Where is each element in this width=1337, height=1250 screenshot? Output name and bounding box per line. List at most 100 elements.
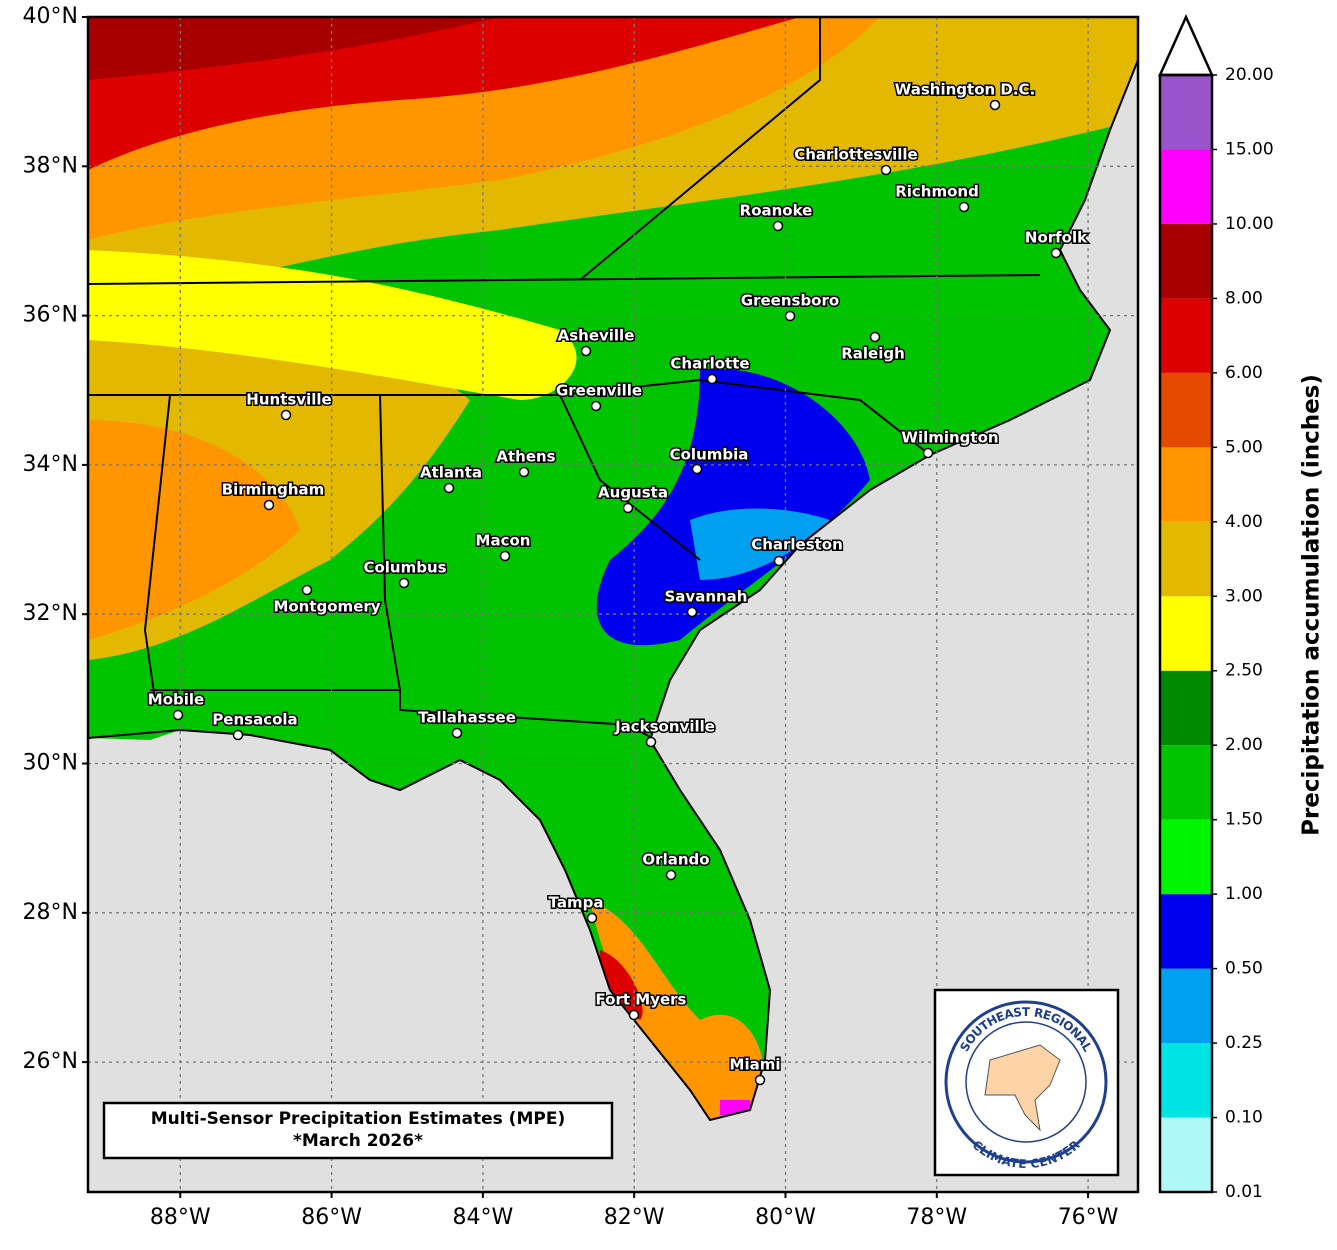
city-marker — [645, 736, 657, 748]
colorbar-tick-label: 1.50 — [1225, 810, 1263, 830]
city-label: Roanoke — [740, 202, 813, 220]
city-marker — [754, 1074, 766, 1086]
colorbar-tick-label: 2.00 — [1225, 735, 1263, 755]
city-marker — [443, 482, 455, 494]
state-borders — [88, 18, 1138, 1122]
precip-area — [88, 420, 300, 640]
colorbar-tick-label: 8.00 — [1225, 288, 1263, 308]
city-label: Tallahassee — [418, 709, 516, 727]
city-label: Washington D.C. — [895, 81, 1036, 99]
city-marker — [1050, 247, 1062, 259]
colorbar-segment — [1160, 149, 1212, 224]
city-marker — [691, 463, 703, 475]
city-label: Pensacola — [212, 711, 297, 729]
city-marker — [451, 727, 463, 739]
colorbar-segment — [1160, 968, 1212, 1044]
city-label: Athens — [496, 448, 555, 466]
y-tick-label: 38°N — [23, 153, 78, 178]
city-label: Norfolk — [1025, 229, 1088, 247]
city-marker — [784, 310, 796, 322]
y-tick-label: 26°N — [23, 1049, 78, 1074]
city-marker — [580, 345, 592, 357]
city-label: Wilmington — [901, 429, 998, 447]
map-title: Multi-Sensor Precipitation Estimates (MP… — [151, 1109, 565, 1129]
city-marker — [706, 373, 718, 385]
colorbar: 0.01 0.10 0.25 0.50 1.00 1.50 2.00 2.50 3.00 4.00… — [1158, 13, 1274, 1202]
logo: SOUTHEAST REGIONAL CLIMATE CENTER — [933, 988, 1120, 1177]
city-marker — [263, 499, 275, 511]
city-marker — [773, 555, 785, 567]
city-marker — [301, 584, 313, 596]
colorbar-segment — [1160, 670, 1212, 746]
city-label: Montgomery — [273, 598, 380, 616]
x-tick-label: 80°W — [755, 1205, 816, 1230]
city-label: Augusta — [598, 484, 668, 502]
city-marker — [232, 729, 244, 741]
colorbar-tick-label: 3.00 — [1225, 586, 1263, 606]
city-label: Fort Myers — [596, 991, 687, 1009]
colorbar-tick-label: 4.00 — [1225, 512, 1263, 532]
colorbar-tick-label: 0.10 — [1225, 1108, 1263, 1128]
colorbar-tick-label: 5.00 — [1225, 437, 1263, 457]
colorbar-segment — [1160, 298, 1212, 373]
city-label: Charleston — [751, 536, 843, 554]
colorbar-segment — [1160, 745, 1212, 820]
city-label: Charlottesville — [794, 146, 917, 164]
city-marker — [172, 709, 184, 721]
city-label: Columbus — [363, 559, 446, 577]
city-label: Raleigh — [841, 345, 905, 363]
y-tick-label: 36°N — [23, 303, 78, 328]
colorbar-tick-label: 10.00 — [1225, 214, 1274, 234]
city-marker — [622, 502, 634, 514]
city-label: Jacksonville — [614, 718, 715, 736]
city-marker — [989, 99, 1001, 111]
x-tick-label: 88°W — [150, 1205, 211, 1230]
colorbar-frame — [1158, 73, 1214, 1194]
colorbar-tick-label: 15.00 — [1225, 139, 1274, 159]
x-tick-label: 76°W — [1058, 1205, 1119, 1230]
city-marker — [398, 577, 410, 589]
title-box — [102, 1101, 614, 1160]
colorbar-segment — [1160, 372, 1212, 448]
city-label: Richmond — [895, 183, 979, 201]
city-marker — [280, 409, 292, 421]
colorbar-tick-label: 1.00 — [1225, 884, 1263, 904]
city-marker — [590, 400, 602, 412]
y-tick-label: 34°N — [23, 452, 78, 477]
x-tick-label: 86°W — [301, 1205, 362, 1230]
city-marker — [586, 912, 598, 924]
precip-area — [88, 17, 500, 80]
x-tick-label: 78°W — [906, 1205, 967, 1230]
city-label: Columbia — [670, 446, 749, 464]
colorbar-segment — [1160, 1043, 1212, 1118]
x-tick-label: 82°W — [604, 1205, 665, 1230]
colorbar-segment — [1160, 819, 1212, 895]
city-label: Asheville — [558, 327, 635, 345]
colorbar-segment — [1160, 894, 1212, 969]
city-marker — [686, 606, 698, 618]
colorbar-segment — [1160, 75, 1212, 150]
city-label: Birmingham — [222, 481, 325, 499]
y-tick-label: 30°N — [23, 751, 78, 776]
city-marker — [869, 331, 881, 343]
city-label: Tampa — [549, 894, 604, 912]
precip-area — [600, 950, 643, 1020]
y-tick-label: 32°N — [23, 601, 78, 626]
city-marker — [518, 466, 530, 478]
city-label: Huntsville — [246, 391, 331, 409]
colorbar-extension — [1158, 13, 1214, 77]
city-marker — [665, 869, 677, 881]
city-label: Macon — [476, 532, 531, 550]
colorbar-tick-label: 0.01 — [1225, 1182, 1263, 1202]
y-tick-label: 40°N — [23, 4, 78, 29]
city-label: Mobile — [148, 691, 204, 709]
city-label: Greenville — [556, 382, 642, 400]
city-marker — [772, 220, 784, 232]
city-marker — [880, 164, 892, 176]
city-label: Savannah — [665, 588, 748, 606]
colorbar-segment — [1160, 521, 1212, 597]
colorbar-segment — [1160, 596, 1212, 671]
precip-area — [88, 250, 577, 400]
precip-area — [596, 368, 870, 646]
